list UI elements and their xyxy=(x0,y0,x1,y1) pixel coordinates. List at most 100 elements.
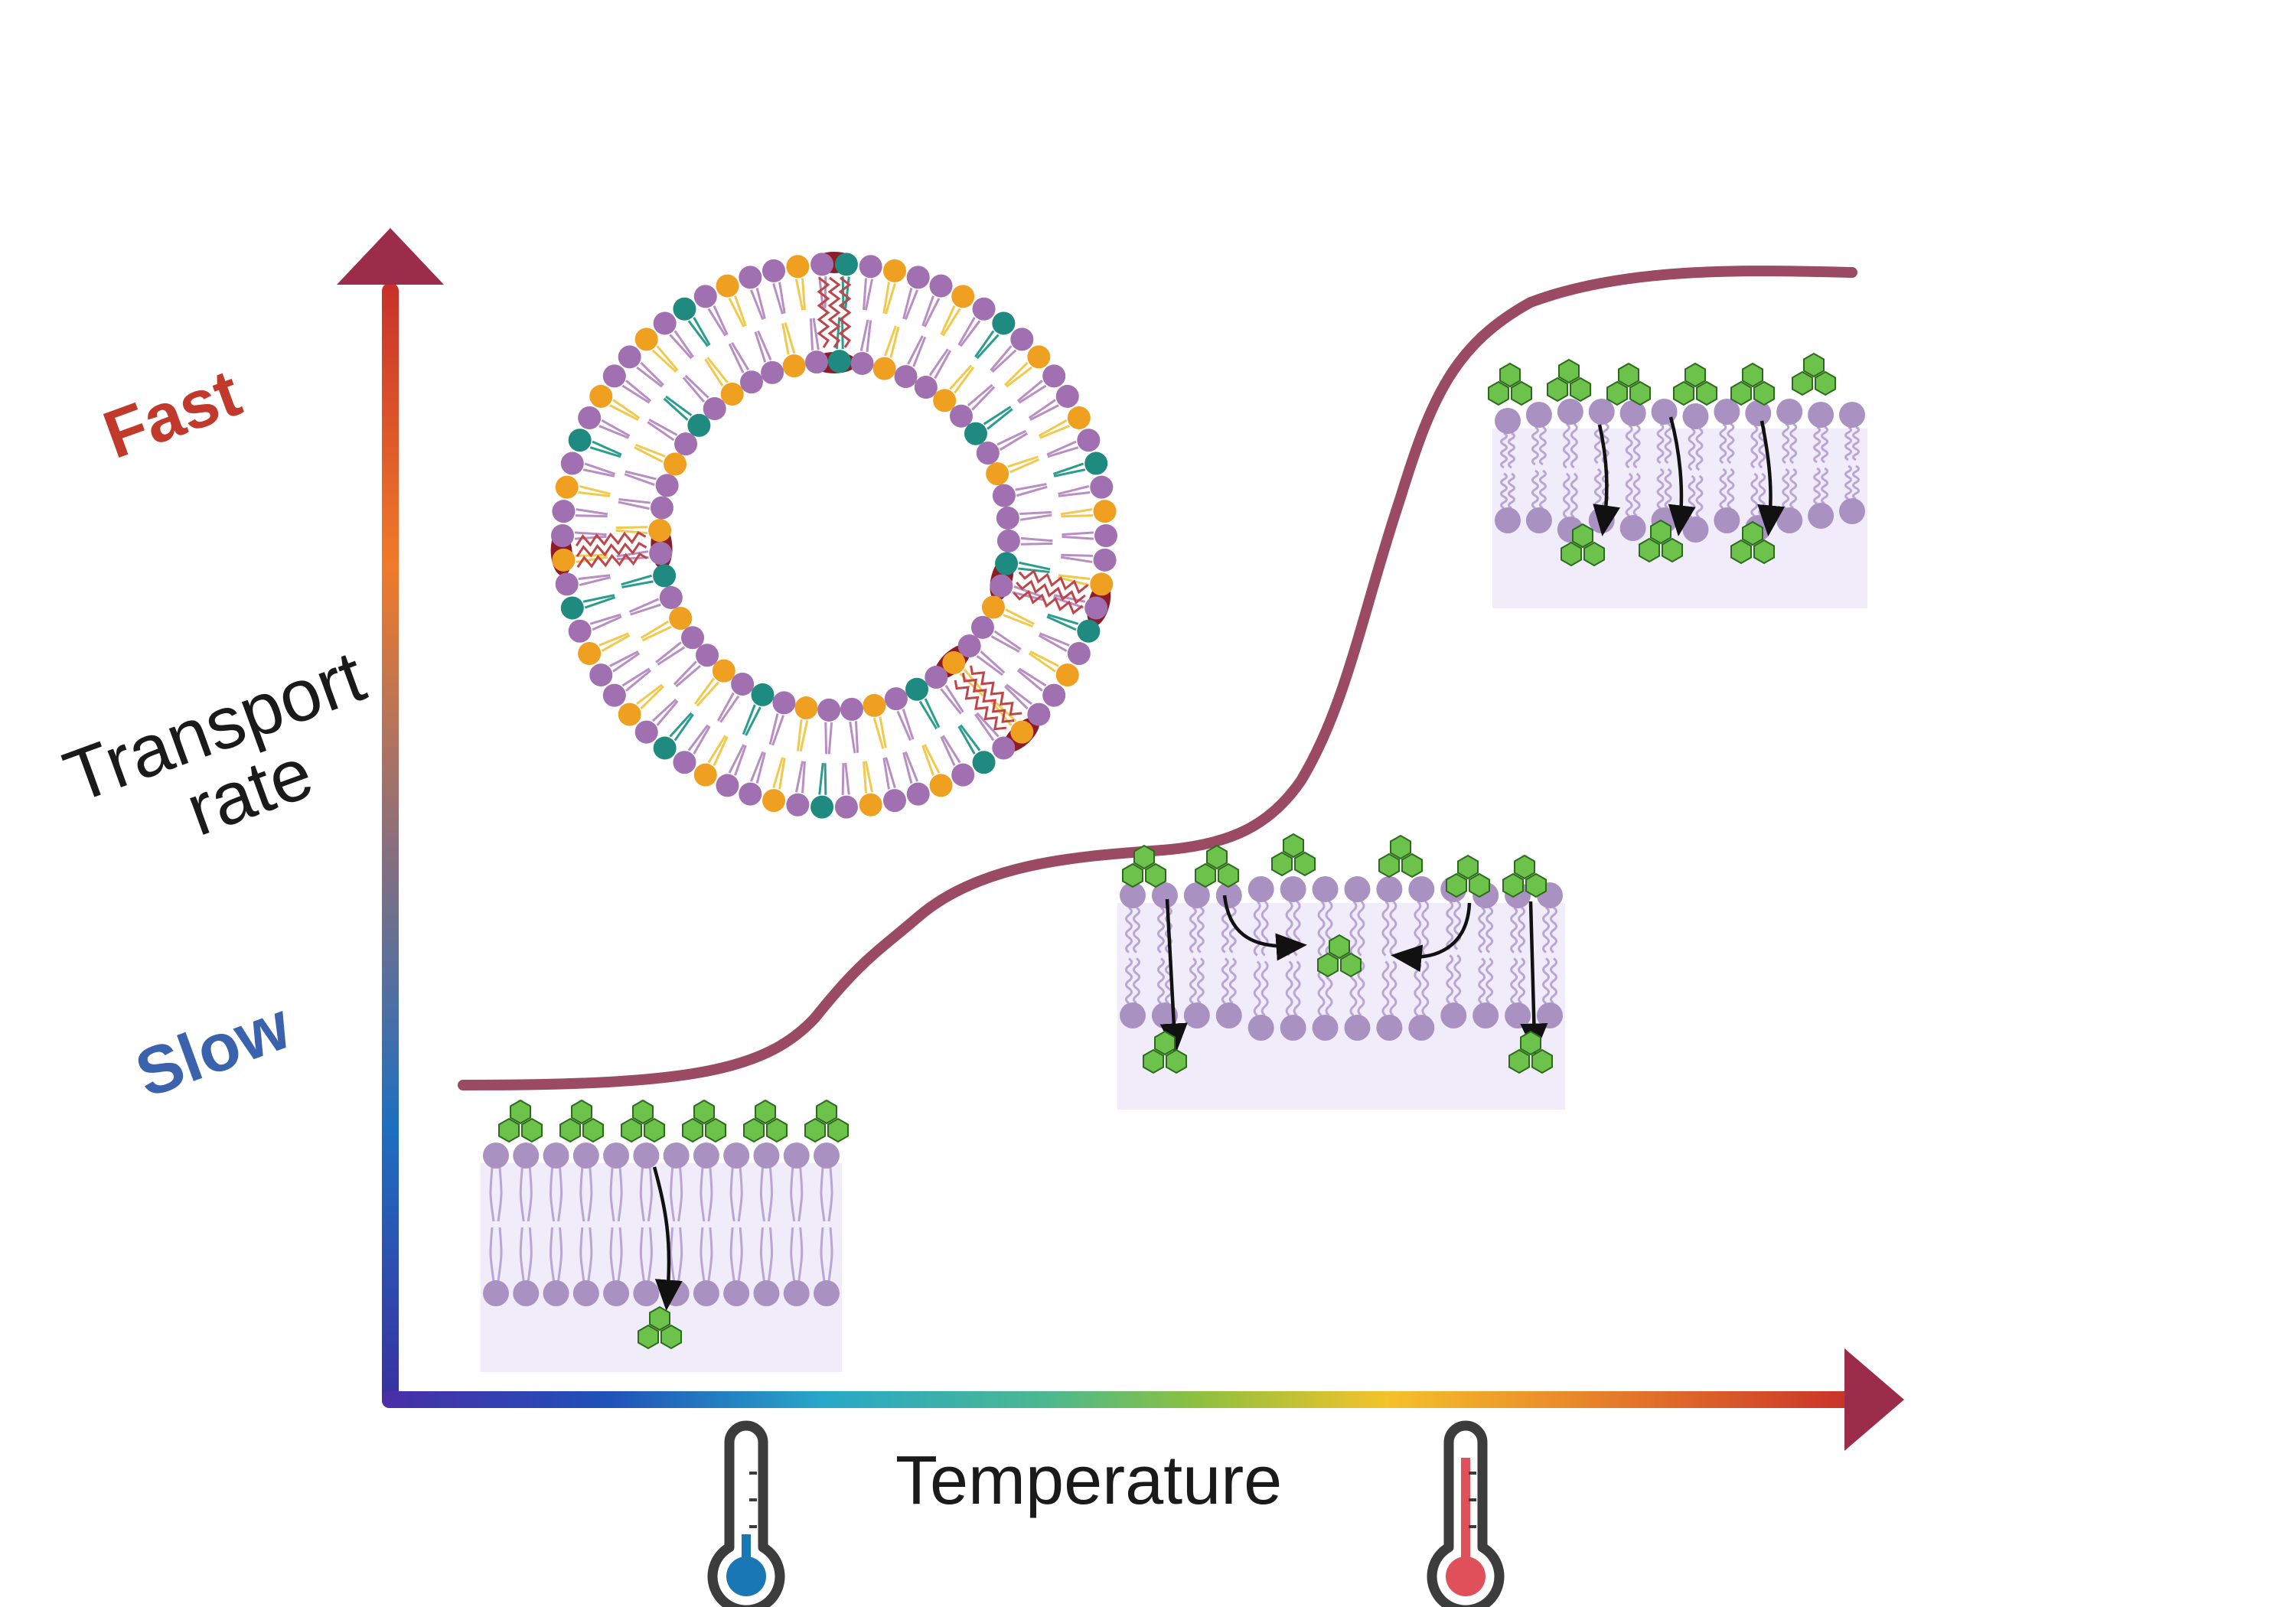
liposome-head xyxy=(976,441,1000,464)
liposome-tail xyxy=(1038,419,1068,437)
lipid-tails xyxy=(1189,957,1205,1005)
liposome-tail xyxy=(684,374,709,399)
molecule-icon xyxy=(1317,934,1362,978)
liposome-tail xyxy=(976,712,1000,738)
lipid-head xyxy=(1247,1015,1274,1041)
liposome-tail xyxy=(612,652,641,673)
liposome-tail xyxy=(827,722,833,755)
protein-helix xyxy=(1018,569,1089,595)
liposome-head xyxy=(1010,720,1034,744)
liposome-head xyxy=(602,364,626,388)
liposome-head xyxy=(578,642,602,666)
lipid-head xyxy=(1151,1002,1178,1028)
liposome-tail xyxy=(941,308,961,337)
lipid-tails xyxy=(729,1227,743,1282)
liposome-head xyxy=(929,774,953,797)
liposome-tail xyxy=(1018,384,1047,404)
liposome-tail xyxy=(665,395,693,416)
liposome-tail xyxy=(941,735,961,764)
liposome-tail xyxy=(1038,634,1068,653)
protein-helix xyxy=(576,553,648,569)
liposome-tail xyxy=(648,419,678,436)
liposome-tail xyxy=(796,719,803,751)
liposome-tail xyxy=(742,704,756,735)
liposome-tail xyxy=(794,761,804,793)
liposome-head xyxy=(712,659,735,683)
liposome-head xyxy=(739,782,762,806)
liposome-tail xyxy=(1053,468,1086,478)
liposome-head xyxy=(995,552,1019,575)
liposome-tail xyxy=(621,574,653,586)
liposome-tail xyxy=(669,334,693,360)
liposome-tail xyxy=(1029,650,1059,667)
lipid-head xyxy=(1312,1015,1339,1041)
lipid-tails xyxy=(1253,900,1269,957)
molecule-icon xyxy=(1547,358,1591,403)
liposome-tail xyxy=(579,485,611,495)
lipid-tails xyxy=(519,1227,533,1282)
liposome-head xyxy=(834,253,858,276)
liposome-head xyxy=(794,696,818,720)
lipid-head xyxy=(543,1280,569,1306)
liposome-head xyxy=(669,607,693,631)
liposome-tail xyxy=(636,366,663,388)
liposome-tail xyxy=(976,334,1000,360)
lipid-tails xyxy=(549,1227,563,1282)
lipid-tails xyxy=(820,1227,833,1282)
lipid-tails xyxy=(519,1167,533,1222)
molecule-icon xyxy=(743,1099,788,1143)
liposome-tail xyxy=(983,406,1012,425)
liposome-tail xyxy=(863,278,867,311)
liposome-tail xyxy=(634,443,666,458)
liposome-tail xyxy=(921,745,934,776)
liposome-tail xyxy=(618,497,651,504)
liposome-tail xyxy=(713,305,729,335)
liposome-tail xyxy=(801,761,806,794)
lipid-head xyxy=(1537,1002,1563,1028)
lipid-tails xyxy=(1221,906,1237,953)
liposome-head xyxy=(834,795,858,819)
liposome-head xyxy=(653,311,677,335)
liposome-head xyxy=(925,665,948,689)
liposome-tail xyxy=(628,598,660,613)
liposome-tail xyxy=(618,500,650,510)
liposome-tail xyxy=(1009,458,1040,474)
liposome-tail xyxy=(923,298,941,328)
liposome-tail xyxy=(728,744,745,774)
liposome-head xyxy=(1084,451,1108,475)
liposome-tail xyxy=(621,580,654,588)
liposome-tail xyxy=(957,725,976,755)
liposome-head xyxy=(634,720,658,744)
liposome-tail xyxy=(625,380,652,403)
lipid-tails xyxy=(1500,432,1515,469)
liposome-head xyxy=(1042,683,1066,707)
liposome-tail xyxy=(799,720,809,752)
liposome-tail xyxy=(907,335,924,365)
lipid-tails xyxy=(1625,472,1641,517)
liposome-head xyxy=(872,357,896,380)
lipid-tails xyxy=(639,1227,653,1282)
liposome-tail xyxy=(990,635,1020,653)
liposome-tail xyxy=(824,722,828,755)
lipid-head xyxy=(1247,876,1274,902)
liposome-tail xyxy=(612,399,641,419)
lipid-head xyxy=(814,1280,840,1306)
liposome-tail xyxy=(1019,510,1052,516)
liposome-tail xyxy=(601,634,631,653)
liposome-head xyxy=(970,615,994,639)
lipid-tails xyxy=(729,1167,743,1222)
liposome-tail xyxy=(1015,483,1047,491)
lipid-head xyxy=(572,1280,599,1306)
protein-helix xyxy=(576,542,647,558)
liposome-tail xyxy=(728,298,745,328)
molecule-icon xyxy=(1730,520,1775,565)
protein-helix xyxy=(970,665,1022,716)
lipid-head xyxy=(1588,399,1615,425)
liposome-head xyxy=(560,451,584,475)
liposome-tail xyxy=(990,345,1013,371)
diffusion-arrow xyxy=(1520,901,1548,1054)
lipid-head xyxy=(483,1143,509,1169)
molecule-icon xyxy=(1508,1030,1553,1074)
liposome-tail xyxy=(980,650,1006,674)
